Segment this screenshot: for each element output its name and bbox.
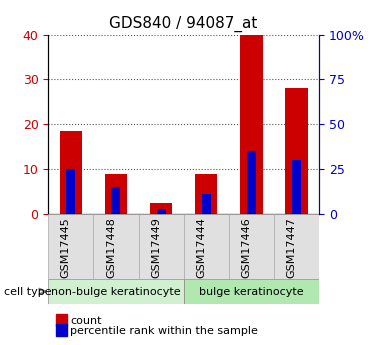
Bar [105, 174, 127, 214]
Bar [150, 203, 173, 214]
FancyBboxPatch shape [184, 279, 319, 304]
Bar [285, 88, 308, 214]
Text: GSM17446: GSM17446 [242, 217, 252, 278]
FancyBboxPatch shape [274, 214, 319, 279]
Bar [59, 131, 82, 214]
Text: bulge keratinocyte: bulge keratinocyte [199, 287, 304, 296]
Bar [56, 314, 67, 326]
Bar [247, 151, 256, 214]
Bar [195, 174, 217, 214]
Text: GSM17444: GSM17444 [196, 217, 206, 278]
Text: non-bulge keratinocyte: non-bulge keratinocyte [51, 287, 181, 296]
FancyBboxPatch shape [138, 214, 184, 279]
Text: cell type: cell type [4, 287, 51, 296]
Text: GSM17448: GSM17448 [106, 217, 116, 278]
FancyBboxPatch shape [93, 214, 138, 279]
FancyBboxPatch shape [184, 214, 229, 279]
Text: percentile rank within the sample: percentile rank within the sample [70, 326, 258, 336]
Bar [157, 209, 165, 214]
Text: GSM17449: GSM17449 [151, 217, 161, 278]
Text: count: count [70, 316, 102, 326]
Bar [240, 34, 263, 214]
FancyBboxPatch shape [229, 214, 274, 279]
Bar [111, 187, 121, 214]
FancyBboxPatch shape [48, 279, 184, 304]
Bar [202, 194, 211, 214]
FancyBboxPatch shape [48, 214, 93, 279]
Bar [66, 169, 75, 214]
Title: GDS840 / 94087_at: GDS840 / 94087_at [109, 16, 258, 32]
Bar [56, 324, 67, 336]
Text: GSM17445: GSM17445 [61, 217, 71, 278]
Text: GSM17447: GSM17447 [286, 217, 296, 278]
Bar [292, 160, 301, 214]
